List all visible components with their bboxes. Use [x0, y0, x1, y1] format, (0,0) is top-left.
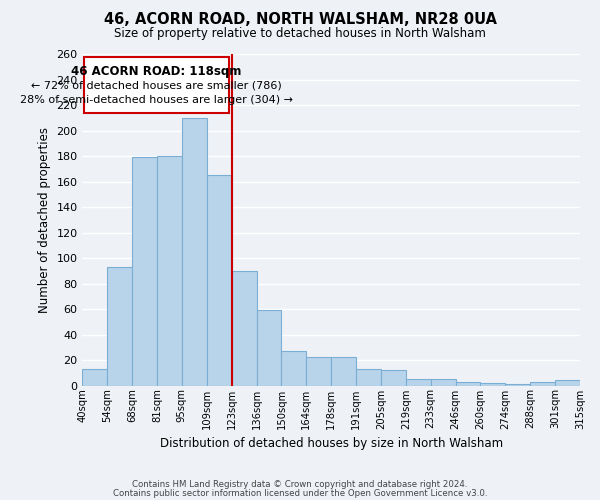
Bar: [157, 156, 182, 386]
Bar: [481, 383, 505, 386]
Bar: [232, 271, 257, 386]
Bar: [306, 358, 331, 386]
Bar: [107, 267, 132, 386]
Text: Contains public sector information licensed under the Open Government Licence v3: Contains public sector information licen…: [113, 489, 487, 498]
Bar: [455, 382, 481, 386]
Bar: [207, 175, 232, 386]
Text: 28% of semi-detached houses are larger (304) →: 28% of semi-detached houses are larger (…: [20, 95, 293, 105]
Bar: [331, 358, 356, 386]
Y-axis label: Number of detached properties: Number of detached properties: [38, 127, 50, 313]
Bar: [281, 351, 306, 386]
Bar: [505, 384, 530, 386]
Bar: [82, 369, 107, 386]
FancyBboxPatch shape: [83, 56, 229, 112]
Bar: [356, 369, 381, 386]
Bar: [555, 380, 580, 386]
Text: 46 ACORN ROAD: 118sqm: 46 ACORN ROAD: 118sqm: [71, 66, 242, 78]
Bar: [406, 379, 431, 386]
Text: Contains HM Land Registry data © Crown copyright and database right 2024.: Contains HM Land Registry data © Crown c…: [132, 480, 468, 489]
X-axis label: Distribution of detached houses by size in North Walsham: Distribution of detached houses by size …: [160, 437, 503, 450]
Text: Size of property relative to detached houses in North Walsham: Size of property relative to detached ho…: [114, 28, 486, 40]
Bar: [182, 118, 207, 386]
Bar: [132, 158, 157, 386]
Text: ← 72% of detached houses are smaller (786): ← 72% of detached houses are smaller (78…: [31, 81, 282, 91]
Text: 46, ACORN ROAD, NORTH WALSHAM, NR28 0UA: 46, ACORN ROAD, NORTH WALSHAM, NR28 0UA: [104, 12, 497, 28]
Bar: [530, 382, 555, 386]
Bar: [381, 370, 406, 386]
Bar: [257, 310, 281, 386]
Bar: [431, 379, 455, 386]
